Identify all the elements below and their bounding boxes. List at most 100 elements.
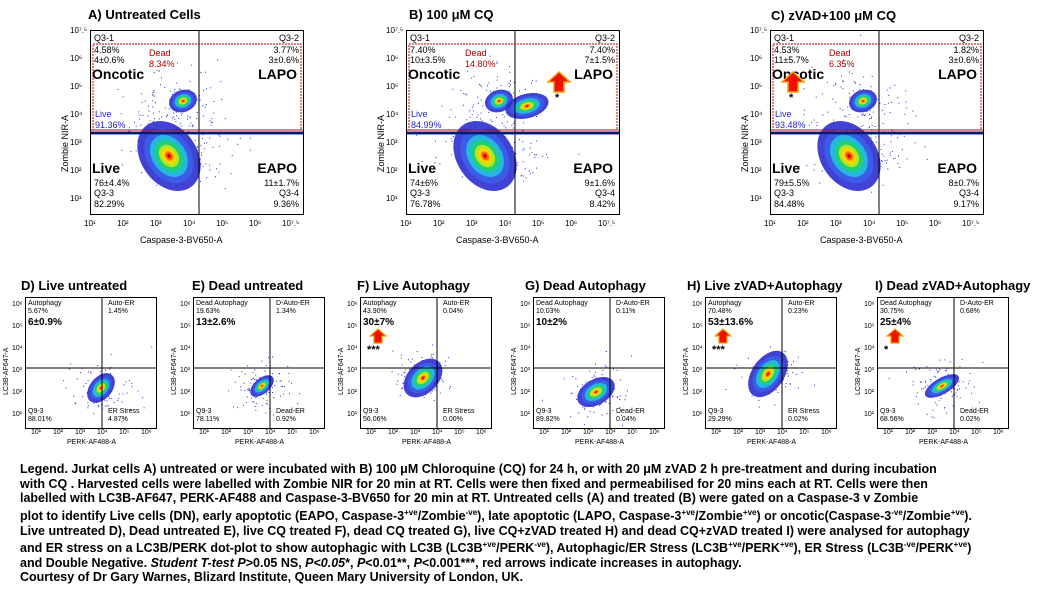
event-dot [402,383,403,384]
event-dot [939,369,940,370]
event-dot [592,377,593,378]
event-dot [203,166,204,167]
event-dot [931,381,932,382]
x-axis-label: PERK-AF488-A [67,439,116,446]
event-dot [405,372,406,373]
quadrant-name: Auto-ER [108,300,134,308]
event-dot [117,89,118,90]
event-dot [392,371,393,372]
event-dot [401,355,402,356]
event-dot [190,117,191,118]
event-dot [617,397,618,398]
x-tick-label: 10⁵ [896,219,908,228]
event-dot [445,361,446,362]
event-dot [842,80,843,81]
panel-title: C) zVAD+100 μM CQ [771,8,896,23]
event-dot [267,404,268,405]
event-dot [466,94,467,95]
event-dot [210,120,211,121]
event-dot [206,177,207,178]
event-dot [487,85,488,86]
event-dot [241,390,242,391]
event-dot [243,405,244,406]
event-dot [798,388,799,389]
event-dot [408,359,409,360]
event-dot [291,383,292,384]
event-dot [402,387,403,388]
event-dot [511,125,512,126]
event-dot [145,101,146,102]
event-dot [435,141,436,142]
event-dot [481,99,482,100]
quadrant-pct: 1.45% [108,308,128,316]
event-dot [267,400,268,401]
event-dot [884,104,885,105]
event-dot [251,398,252,399]
event-dot [398,374,399,375]
density-cluster [572,371,620,413]
event-dot [513,93,514,94]
event-dot [822,94,823,95]
event-dot [480,85,481,86]
event-dot [231,370,232,371]
y-tick-label: 10⁶ [12,301,23,308]
event-dot [865,114,866,115]
event-dot [890,153,891,154]
y-tick-label: 10³ [70,138,82,147]
event-dot [853,91,854,92]
event-dot [159,70,160,71]
quadrant-name: Dead-ER [276,408,305,416]
event-dot [179,88,180,89]
event-dot [131,151,132,152]
event-dot [578,154,579,155]
q-label: 9±1.6% [585,178,615,188]
event-dot [476,117,477,118]
event-dot [966,388,967,389]
plot-area: Autophagy 70.48% Auto-ER 0.23% Q9-3 29.29% ER … [705,297,837,429]
event-dot [178,118,179,119]
event-dot [248,388,249,389]
event-dot [523,150,524,151]
quadrant-pct: 0.02% [788,416,808,424]
oncotic-label: Oncotic [92,66,144,82]
x-tick-label: 10⁴ [432,429,443,436]
event-dot [816,125,817,126]
event-dot [827,82,828,83]
q-label: Q3-2 [279,33,299,43]
panel-title: F) Live Autophagy [357,278,470,293]
event-dot [960,397,961,398]
y-tick-label: 10⁶ [864,301,875,308]
event-dot [172,118,173,119]
event-dot [589,371,590,372]
event-dot [150,120,151,121]
x-tick-label: 10¹ [883,429,893,436]
y-tick-label: 10¹ [70,194,82,203]
quadrant-name: Dead-ER [960,408,989,416]
event-dot [802,372,803,373]
event-dot [204,148,205,149]
event-dot [435,157,436,158]
x-tick-label: 10⁶ [141,429,152,436]
live-label: Live [772,160,800,176]
event-dot [946,370,947,371]
event-dot [906,371,907,372]
event-dot [861,115,862,116]
event-dot [950,361,951,362]
event-dot [952,396,953,397]
event-dot [119,393,120,394]
event-dot [122,401,123,402]
panel-title: I) Dead zVAD+Autophagy [875,278,1030,293]
event-dot [193,126,194,127]
event-dot [937,371,938,372]
event-dot [888,95,889,96]
event-dot [811,122,812,123]
event-dot [934,417,935,418]
event-dot [105,406,106,407]
legend-line: Live untreated D), Dead untreated E), li… [20,524,1045,539]
event-dot [442,106,443,107]
event-dot [898,156,899,157]
event-dot [523,176,524,177]
event-dot [788,376,789,377]
event-dot [189,81,190,82]
q-label: 4±0.6% [94,55,124,65]
